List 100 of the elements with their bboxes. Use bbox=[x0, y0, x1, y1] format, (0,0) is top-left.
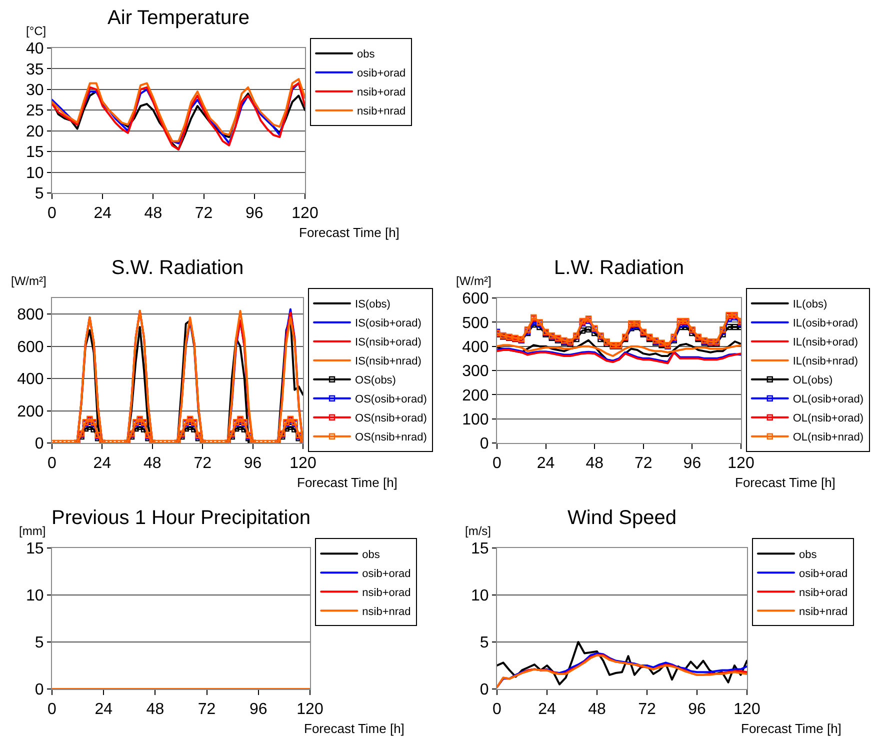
y-tick-label: 0 bbox=[480, 682, 489, 699]
y-axis-title: [W/m²] bbox=[456, 274, 492, 288]
legend-label: IS(obs) bbox=[355, 298, 390, 311]
x-tick-label: 72 bbox=[198, 701, 216, 718]
y-tick-label: 30 bbox=[26, 82, 44, 100]
x-tick-label: 72 bbox=[194, 205, 213, 222]
x-tick-label: 24 bbox=[536, 455, 555, 472]
x-axis-title: Forecast Time [h] bbox=[299, 225, 400, 240]
x-axis-title: Forecast Time [h] bbox=[735, 475, 836, 490]
y-tick-label: 200 bbox=[462, 387, 489, 404]
y-tick-label: 600 bbox=[17, 338, 44, 356]
x-tick-label: 0 bbox=[48, 455, 57, 472]
x-axis-title: Forecast Time [h] bbox=[304, 721, 404, 736]
y-tick-label: 0 bbox=[34, 682, 44, 699]
x-tick-label: 96 bbox=[688, 701, 706, 718]
x-tick-label: 120 bbox=[728, 455, 754, 472]
x-tick-label: 72 bbox=[194, 455, 212, 472]
legend-label: OS(obs) bbox=[355, 374, 396, 387]
x-tick-label: 48 bbox=[588, 701, 606, 718]
legend-label: OL(nsib+orad) bbox=[792, 412, 864, 425]
x-tick-label: 24 bbox=[93, 455, 112, 472]
x-tick-label: 120 bbox=[734, 701, 760, 718]
y-tick-label: 35 bbox=[26, 61, 44, 78]
x-tick-label: 120 bbox=[296, 701, 324, 718]
y-tick-label: 25 bbox=[26, 102, 44, 120]
legend-label: obs bbox=[799, 548, 818, 561]
y-tick-label: 500 bbox=[462, 314, 489, 332]
legend-label: IL(osib+orad) bbox=[792, 318, 858, 330]
y-axis-title: [m/s] bbox=[465, 524, 491, 538]
legend-label: osib+orad bbox=[357, 68, 406, 80]
y-tick-label: 5 bbox=[34, 634, 44, 652]
legend-label: IS(nsib+nrad) bbox=[355, 356, 422, 368]
y-tick-label: 300 bbox=[462, 363, 489, 380]
x-tick-label: 0 bbox=[492, 455, 502, 472]
legend-label: obs bbox=[357, 48, 376, 61]
legend-label: OS(nsib+nrad) bbox=[355, 432, 427, 444]
legend-label: osib+orad bbox=[799, 568, 848, 580]
chart-title: Previous 1 Hour Precipitation bbox=[51, 507, 311, 529]
y-tick-label: 40 bbox=[26, 40, 44, 58]
x-tick-label: 0 bbox=[48, 205, 57, 222]
chart-title: S.W. Radiation bbox=[111, 257, 244, 279]
x-tick-label: 48 bbox=[144, 205, 162, 222]
legend-label: obs bbox=[362, 548, 380, 561]
y-axis-title: [W/m²] bbox=[11, 274, 46, 288]
legend-label: nsib+orad bbox=[799, 586, 848, 599]
legend-label: nsib+nrad bbox=[357, 106, 406, 118]
y-tick-label: 10 bbox=[26, 588, 44, 605]
x-tick-label: 0 bbox=[48, 701, 57, 718]
legend-label: IS(osib+orad) bbox=[355, 318, 422, 330]
y-tick-label: 100 bbox=[462, 411, 489, 428]
x-tick-label: 96 bbox=[244, 455, 262, 472]
y-axis-title: [mm] bbox=[19, 524, 46, 538]
x-tick-label: 72 bbox=[634, 455, 652, 472]
legend-label: IS(nsib+orad) bbox=[355, 336, 422, 349]
y-tick-label: 10 bbox=[26, 164, 44, 182]
legend-label: IL(nsib+nrad) bbox=[792, 356, 858, 368]
y-tick-label: 10 bbox=[471, 588, 489, 605]
x-tick-label: 24 bbox=[538, 701, 556, 718]
x-tick-label: 120 bbox=[290, 455, 316, 472]
x-tick-label: 48 bbox=[144, 455, 162, 472]
y-tick-label: 400 bbox=[462, 338, 489, 356]
legend-label: osib+orad bbox=[362, 568, 411, 580]
y-tick-label: 0 bbox=[34, 436, 44, 453]
legend-label: OL(obs) bbox=[792, 374, 833, 387]
x-tick-label: 96 bbox=[683, 455, 702, 472]
y-tick-label: 600 bbox=[462, 290, 489, 308]
y-tick-label: 400 bbox=[17, 371, 44, 388]
legend-label: nsib+nrad bbox=[799, 606, 848, 618]
x-tick-label: 96 bbox=[250, 701, 268, 718]
x-tick-label: 0 bbox=[492, 701, 502, 718]
x-tick-label: 24 bbox=[94, 701, 113, 718]
x-tick-label: 72 bbox=[638, 701, 656, 718]
x-tick-label: 48 bbox=[586, 455, 604, 472]
chart-title: L.W. Radiation bbox=[554, 257, 684, 279]
y-tick-label: 15 bbox=[26, 540, 44, 558]
legend-label: OL(nsib+nrad) bbox=[792, 432, 864, 444]
y-tick-label: 200 bbox=[17, 403, 44, 420]
y-tick-label: 0 bbox=[480, 436, 489, 453]
legend-label: nsib+orad bbox=[357, 86, 406, 99]
y-tick-label: 15 bbox=[471, 540, 489, 558]
chart-title: Wind Speed bbox=[568, 507, 676, 529]
legend-label: nsib+nrad bbox=[362, 606, 411, 618]
x-axis-title: Forecast Time [h] bbox=[741, 721, 842, 736]
legend-label: IL(obs) bbox=[792, 298, 828, 311]
legend-label: nsib+orad bbox=[362, 586, 411, 599]
y-axis-title: [°C] bbox=[26, 24, 46, 38]
x-axis-title: Forecast Time [h] bbox=[297, 475, 398, 490]
y-tick-label: 15 bbox=[26, 144, 44, 162]
legend-label: IL(nsib+orad) bbox=[792, 336, 858, 349]
x-tick-label: 48 bbox=[146, 701, 164, 718]
y-tick-label: 5 bbox=[480, 634, 489, 652]
legend-label: OS(osib+orad) bbox=[355, 394, 427, 406]
chart-title: Air Temperature bbox=[108, 7, 250, 29]
x-tick-label: 120 bbox=[292, 205, 318, 222]
y-tick-label: 20 bbox=[26, 123, 44, 140]
x-tick-label: 24 bbox=[94, 205, 112, 222]
y-tick-label: 800 bbox=[17, 306, 44, 324]
legend-label: OL(osib+orad) bbox=[792, 394, 864, 406]
legend-label: OS(nsib+orad) bbox=[355, 412, 427, 425]
x-tick-label: 96 bbox=[246, 205, 264, 222]
